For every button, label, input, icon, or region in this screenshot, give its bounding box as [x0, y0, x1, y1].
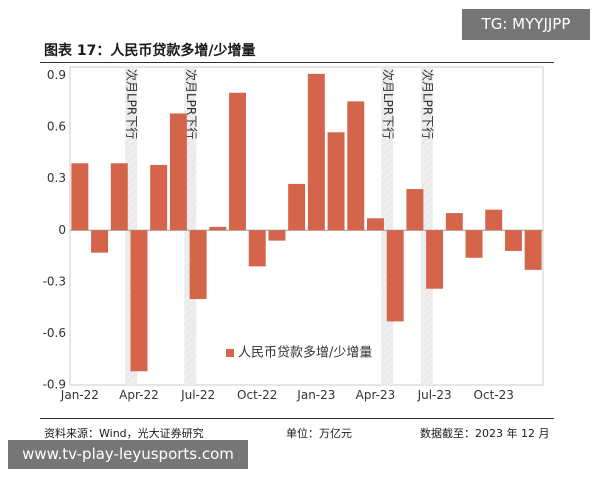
x-tick-label: Apr-23 [356, 388, 396, 402]
bar-feb-23 [327, 132, 345, 231]
bar-aug-22 [209, 226, 227, 231]
x-tick-label: Jul-22 [180, 388, 215, 402]
legend-label: 人民币贷款多增/少增量 [238, 345, 372, 361]
bar-sep-23 [465, 230, 483, 258]
lpr-annotation-3: 次月LPR下行 [381, 69, 395, 139]
y-tick-label: 0 [58, 223, 66, 237]
bar-dec-23 [524, 230, 542, 270]
plot-frame [69, 66, 544, 386]
lpr-annotation-1: 次月LPR下行 [125, 69, 139, 139]
bar-dec-22 [288, 183, 306, 231]
bar-jun-22 [169, 113, 187, 231]
x-tick-label: Jan-22 [60, 388, 99, 402]
bar-jan-23 [307, 73, 325, 231]
bar-apr-23 [367, 218, 384, 231]
title-divider [40, 62, 554, 63]
bar-may-23 [386, 230, 404, 322]
legend-swatch [226, 349, 234, 357]
chart-title: 图表 17：人民币贷款多增/少增量 [44, 43, 256, 59]
lpr-band-4 [420, 67, 433, 385]
date-note: 数据截至：2023 年 12 月 [420, 427, 550, 440]
x-tick-label: Apr-22 [119, 388, 159, 402]
y-tick-label: -0.9 [43, 378, 66, 392]
x-tick-label: Oct-23 [474, 388, 514, 402]
lpr-band-3 [381, 67, 394, 385]
lpr-annotation-2: 次月LPR下行 [184, 69, 198, 139]
y-tick-label: 0.3 [47, 171, 66, 185]
y-tick-label: -0.3 [43, 274, 66, 288]
bar-aug-23 [445, 213, 463, 231]
bar-nov-22 [268, 230, 286, 241]
bar-feb-22 [91, 230, 109, 253]
x-tick-label: Oct-22 [237, 388, 277, 402]
bar-jul-23 [426, 230, 444, 289]
bar-oct-23 [485, 209, 503, 231]
unit-note: 单位：万亿元 [286, 427, 352, 440]
bar-jul-22 [189, 230, 207, 300]
bar-apr-22 [130, 230, 148, 372]
x-tick-label: Jan-23 [296, 388, 335, 402]
bar-may-22 [150, 164, 168, 231]
footer-divider [40, 418, 554, 419]
bar-nov-23 [504, 230, 522, 251]
y-tick-label: 0.6 [47, 120, 66, 134]
source-note: 资料来源：Wind，光大证券研究 [44, 427, 204, 440]
y-tick-label: -0.6 [43, 326, 66, 340]
watermark-bottom-badge: www.tv-play-leyusports.com [8, 440, 248, 469]
watermark-top-badge: TG: MYYJJPP [462, 9, 590, 40]
lpr-band-1 [125, 67, 138, 385]
lpr-annotation-4: 次月LPR下行 [420, 69, 434, 139]
x-tick-label: Jul-23 [417, 388, 452, 402]
bar-mar-23 [347, 101, 365, 231]
bar-sep-22 [229, 92, 246, 231]
bar-jan-22 [71, 163, 89, 231]
bar-mar-22 [110, 163, 128, 231]
y-tick-label: 0.9 [47, 68, 66, 82]
lpr-band-2 [184, 67, 197, 385]
bar-oct-22 [248, 230, 266, 267]
bar-jun-23 [406, 189, 424, 231]
